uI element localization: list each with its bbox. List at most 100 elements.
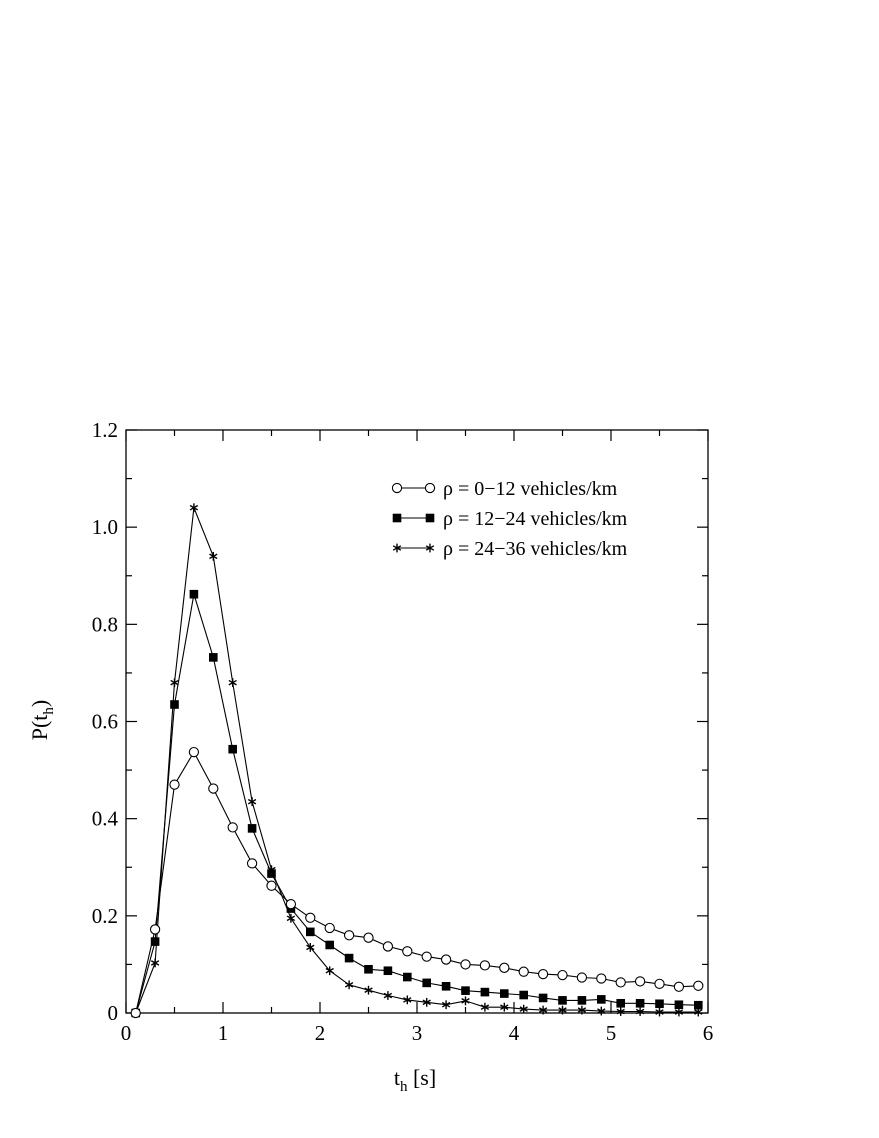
data-point (655, 1007, 664, 1017)
data-point (170, 678, 179, 688)
data-point (227, 822, 238, 833)
data-point (305, 912, 316, 923)
data-point (422, 978, 431, 988)
x-tick-label: 6 (703, 1021, 714, 1045)
data-point (402, 946, 413, 957)
data-point (382, 941, 394, 952)
data-point (403, 972, 412, 982)
legend-marker (392, 513, 402, 523)
series (131, 589, 703, 1018)
plot-area: 0 1 2 3 4 5 6 0 0.2 0.4 0.6 0.8 1.0 1.2 ρ = 0−12 vehic… (92, 418, 714, 1045)
data-point (616, 998, 625, 1008)
data-point (188, 746, 200, 758)
data-point (364, 985, 373, 995)
data-point (577, 996, 587, 1005)
data-point (499, 962, 510, 973)
y-tick-label: 0.4 (92, 807, 119, 831)
data-point (460, 959, 471, 970)
y-axis-label: P(th) (27, 700, 57, 741)
legend-label: ρ = 0−12 vehicles/km (443, 478, 618, 500)
data-point (267, 869, 276, 878)
data-point (635, 1007, 645, 1016)
data-point (655, 999, 664, 1009)
data-point (597, 1006, 606, 1016)
x-tick-label: 4 (509, 1021, 520, 1045)
data-point (693, 980, 704, 991)
data-point (596, 973, 607, 984)
data-point (247, 824, 257, 833)
data-point (343, 930, 355, 941)
data-point (363, 932, 374, 943)
data-point (306, 943, 315, 952)
data-point (461, 986, 470, 995)
x-tick-label: 3 (412, 1021, 423, 1045)
y-tick-label: 0.8 (92, 612, 118, 636)
data-point (440, 954, 452, 965)
data-point (634, 976, 646, 987)
legend-marker (425, 543, 435, 553)
data-point (500, 989, 509, 998)
data-point (654, 978, 665, 989)
x-tick-label: 2 (315, 1021, 326, 1045)
data-point (344, 980, 354, 990)
y-tick-label: 1.2 (92, 418, 118, 442)
data-point (383, 966, 393, 976)
data-point (441, 1000, 451, 1010)
data-point (635, 998, 645, 1008)
data-point (306, 927, 315, 937)
y-tick-label: 0 (108, 1001, 119, 1025)
data-point (150, 937, 160, 946)
data-point (228, 744, 237, 754)
data-point (537, 968, 549, 980)
data-point (597, 995, 606, 1004)
data-point (150, 958, 160, 968)
y-tick-label: 0.2 (92, 904, 118, 928)
data-point (383, 991, 393, 1000)
data-point (518, 966, 529, 977)
legend-label: ρ = 24−36 vehicles/km (443, 538, 628, 560)
data-point (324, 922, 335, 934)
data-point (441, 981, 451, 991)
data-point (209, 551, 218, 561)
data-point (558, 996, 567, 1005)
legend-marker (424, 482, 436, 494)
data-point (285, 899, 297, 910)
data-point (674, 1000, 684, 1010)
data-point (286, 913, 296, 923)
data-point (500, 1002, 509, 1012)
legend-marker (392, 543, 402, 553)
data-point (577, 1005, 587, 1015)
legend: ρ = 0−12 vehicles/km ρ = 12−24 vehicles/k… (391, 478, 628, 560)
data-point (480, 987, 490, 997)
data-point (422, 997, 431, 1007)
data-point (169, 779, 180, 790)
data-point (325, 940, 334, 950)
series (131, 503, 703, 1018)
data-point (479, 960, 491, 971)
series-line (135, 507, 699, 1014)
data-point (421, 951, 432, 962)
data-point (228, 678, 237, 688)
legend-marker (391, 482, 403, 494)
data-point (615, 977, 626, 988)
data-point (325, 966, 334, 976)
data-point (558, 1005, 567, 1015)
data-point (616, 1007, 625, 1016)
data-point (130, 1007, 141, 1019)
data-point (480, 1002, 490, 1012)
y-tick-label: 0.6 (92, 710, 118, 734)
legend-label: ρ = 12−24 vehicles/km (443, 508, 628, 530)
x-tick-label: 1 (218, 1021, 229, 1045)
data-point (189, 503, 199, 513)
data-point (519, 990, 528, 1000)
data-point (538, 993, 548, 1003)
data-point (149, 924, 161, 935)
data-point (576, 972, 588, 983)
data-point (170, 700, 179, 709)
data-point (557, 969, 568, 981)
data-point (344, 953, 354, 963)
data-point (673, 981, 685, 992)
data-point (674, 1007, 684, 1017)
